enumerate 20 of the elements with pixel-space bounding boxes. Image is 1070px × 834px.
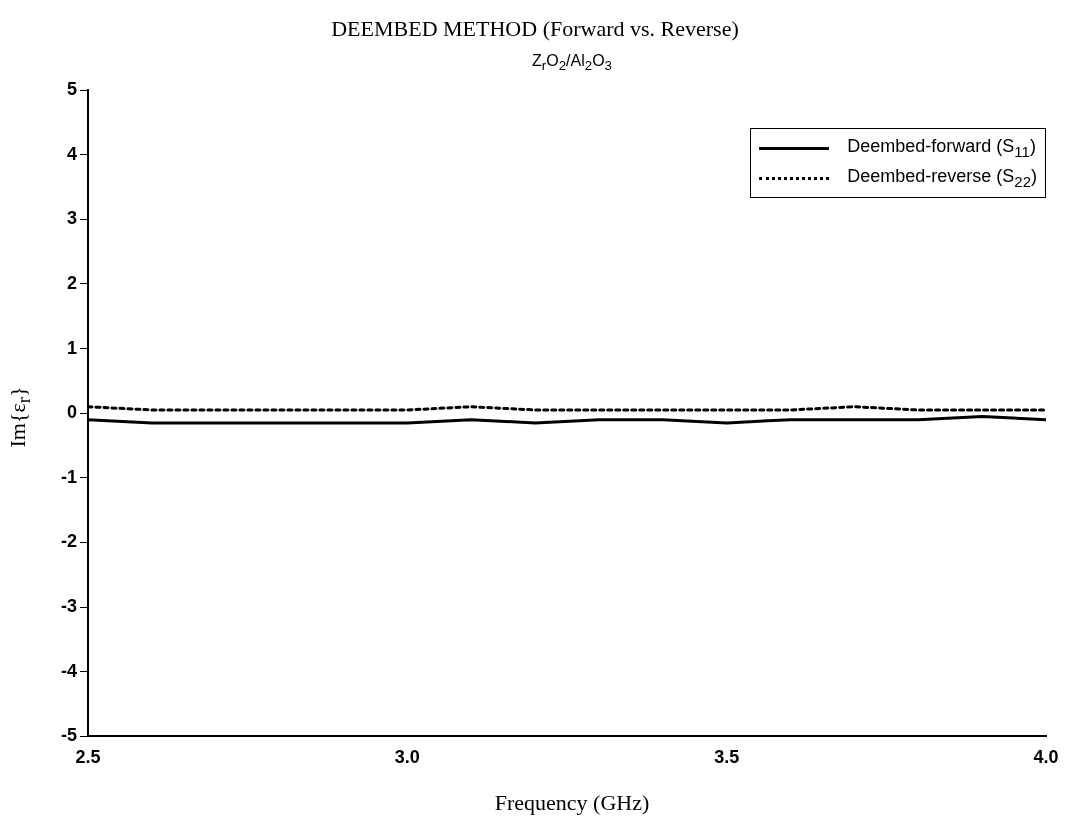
y-tick-label: -2 [60,531,77,552]
y-tick-label: 1 [66,337,77,358]
y-tick-label: 0 [66,402,77,423]
legend-label: Deembed-reverse (S$_{22}$) [847,166,1037,190]
x-tick-label: 2.5 [75,747,101,768]
y-tick-label: 5 [66,78,77,99]
x-axis-title: Frequency (GHz) [493,790,651,816]
y-tick-label: -1 [60,466,77,487]
chart-title: DEEMBED METHOD (Forward vs. Reverse) [330,16,740,42]
y-tick-label: -3 [60,596,77,617]
y-tick-label: 4 [66,143,77,164]
y-tick-label: -4 [60,660,77,681]
y-tick-label: 3 [66,208,77,229]
legend-label: Deembed-forward (S$_{11}$) [847,136,1036,160]
y-tick-label: -5 [60,725,77,746]
chart-subtitle: Z$_{r}$O$_{2}$/Al$_{2}$O$_{3}$ [530,52,614,74]
x-tick-label: 4.0 [1033,747,1059,768]
y-tick-label: 2 [66,272,77,293]
x-tick-label: 3.0 [394,747,420,768]
x-tick-label: 3.5 [714,747,740,768]
